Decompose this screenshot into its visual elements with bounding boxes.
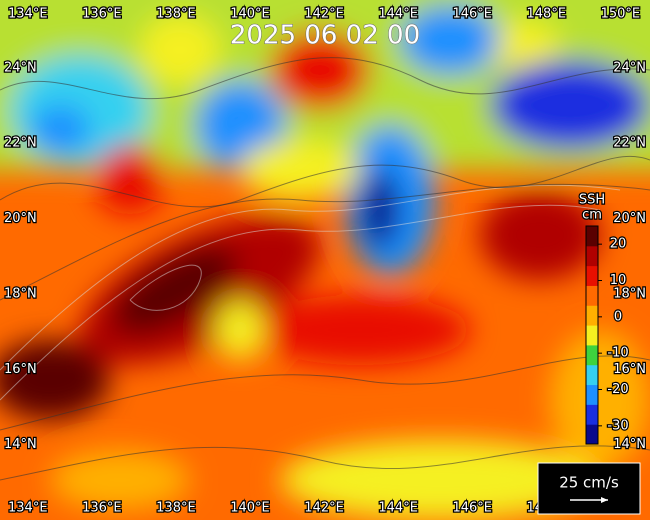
legend-label: 25 cm/s — [559, 474, 619, 492]
colorbar-swatch — [586, 384, 598, 405]
lon-label-top: 140°E — [230, 7, 270, 22]
colorbar-frame — [585, 225, 599, 445]
lon-label-bottom: 146°E — [452, 501, 492, 516]
legend-arrowhead — [601, 497, 608, 503]
lon-label-top: 138°E — [156, 7, 196, 22]
lat-label-right: 18°N — [613, 286, 646, 301]
lat-label-right: 22°N — [613, 136, 646, 151]
colorbar-swatch — [586, 424, 598, 445]
lat-label-left: 22°N — [4, 136, 37, 151]
colorbar: SSH cm 20 10 0 -10 -20 -30 — [578, 191, 630, 445]
lon-label-bottom: 134°E — [8, 501, 48, 516]
colorbar-swatch — [586, 404, 598, 425]
lon-label-bottom: 142°E — [304, 501, 344, 516]
colorbar-swatch — [586, 364, 598, 386]
colorbar-tick-label: 0 — [614, 309, 622, 324]
lon-label-bottom: 144°E — [378, 501, 418, 516]
lat-label-left: 20°N — [4, 211, 37, 226]
colorbar-swatch — [586, 285, 598, 306]
lon-label-top: 150°E — [601, 7, 641, 22]
colorbar-title: SSH — [579, 193, 605, 208]
lat-label-left: 14°N — [4, 437, 37, 452]
colorbar-tick-label: 10 — [610, 273, 627, 288]
lat-label-right: 16°N — [613, 362, 646, 377]
lat-label-left: 16°N — [4, 362, 37, 377]
lat-label-left: 24°N — [4, 60, 37, 75]
colorbar-unit: cm — [582, 208, 602, 223]
lon-label-top: 146°E — [452, 7, 492, 22]
lon-label-top: 134°E — [8, 7, 48, 22]
colorbar-swatch — [586, 245, 598, 267]
lon-label-bottom: 136°E — [82, 501, 122, 516]
colorbar-tick-label: -10 — [607, 346, 628, 361]
vector-legend: 25 cm/s — [537, 462, 641, 515]
legend-box — [537, 462, 641, 515]
colorbar-swatch — [586, 265, 598, 286]
lon-label-top: 136°E — [82, 7, 122, 22]
lat-label-left: 18°N — [4, 286, 37, 301]
lon-label-top: 148°E — [527, 7, 567, 22]
colorbar-swatch — [586, 344, 598, 366]
colorbar-swatch — [586, 226, 598, 247]
lat-label-right: 24°N — [613, 60, 646, 75]
lon-label-top: 144°E — [378, 7, 418, 22]
lon-label-bottom: 138°E — [156, 501, 196, 516]
lat-label-right: 20°N — [613, 211, 646, 226]
colorbar-tick-label: -20 — [607, 382, 628, 397]
lon-label-bottom: 140°E — [230, 501, 270, 516]
map-title: 2025 06 02 00 — [230, 21, 420, 51]
lon-label-top: 142°E — [304, 7, 344, 22]
colorbar-tick-label: 20 — [610, 237, 627, 252]
colorbar-swatch — [586, 305, 598, 326]
graticule-labels: 134°E 134°E 136°E 136°E 138°E 138°E 140°E 140°E… — [3, 5, 648, 517]
colorbar-swatch — [586, 325, 598, 346]
lat-label-right: 14°N — [613, 437, 646, 452]
colorbar-tick-label: -30 — [607, 418, 628, 433]
